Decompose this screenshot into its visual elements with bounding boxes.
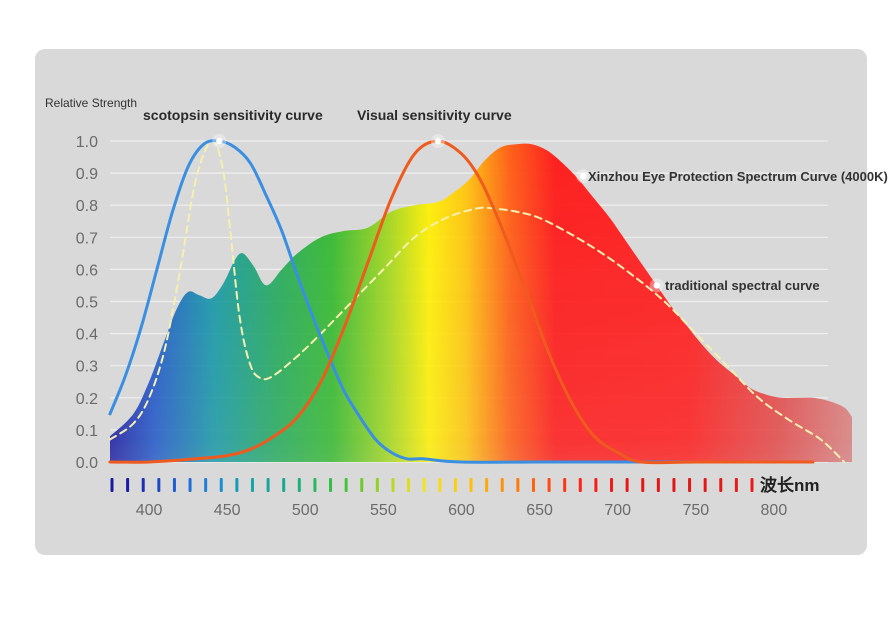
y-tick-label: 0.7 [76,230,98,247]
x-tick-label: 600 [448,502,475,519]
annotation-label: Visual sensitivity curve [357,107,512,123]
annotations: scotopsin sensitivity curve Visual sensit… [143,107,888,293]
x-tick-label: 700 [604,502,631,519]
annotation-label: scotopsin sensitivity curve [143,107,323,123]
strip-tick [688,478,692,492]
y-tick-label: 0.0 [76,455,98,472]
strip-tick [422,478,426,492]
strip-tick [719,478,723,492]
strip-tick [126,478,130,492]
peak-marker [653,282,660,289]
strip-tick [656,478,660,492]
strip-tick [485,478,489,492]
annotation-label: traditional spectral curve [665,278,820,293]
x-tick-label: 500 [292,502,319,519]
y-tick-label: 0.1 [76,423,98,440]
strip-tick [516,478,520,492]
peak-markers [212,134,664,293]
strip-tick [360,478,364,492]
strip-tick [375,478,379,492]
strip-tick [313,478,317,492]
y-axis-label: Relative Strength [45,96,137,110]
y-tick-label: 1.0 [76,134,98,151]
strip-tick [110,478,114,492]
spectrum-area [110,143,852,462]
x-tick-label: 650 [526,502,553,519]
strip-tick [672,478,676,492]
x-axis-ticks: 400 450 500 550 600 650 700 750 800 [136,502,788,519]
strip-tick [344,478,348,492]
traditional-spectral-curve-line [109,139,846,463]
strip-tick [297,478,301,492]
x-tick-label: 800 [761,502,788,519]
strip-tick [438,478,442,492]
y-tick-label: 0.5 [76,295,98,312]
x-axis-label: 波长nm [760,475,820,495]
wavelength-color-strip [110,478,754,492]
x-tick-label: 750 [682,502,709,519]
spectrum-fill [110,143,852,462]
peak-marker [580,173,587,180]
strip-tick [750,478,754,492]
strip-tick [391,478,395,492]
strip-tick [500,478,504,492]
strip-tick [204,478,208,492]
x-tick-label: 450 [214,502,241,519]
y-tick-label: 0.2 [76,391,98,408]
strip-tick [219,478,223,492]
strip-tick [734,478,738,492]
strip-tick [531,478,535,492]
strip-tick [610,478,614,492]
strip-tick [188,478,192,492]
strip-tick [172,478,176,492]
strip-tick [641,478,645,492]
y-axis-ticks: 0.0 0.1 0.2 0.3 0.4 0.5 0.6 0.7 0.8 0.9 1.0 [76,134,98,472]
strip-tick [453,478,457,492]
peak-marker [216,137,223,145]
strip-tick [266,478,270,492]
strip-tick [625,478,629,492]
strip-tick [469,478,473,492]
strip-tick [407,478,411,492]
y-tick-label: 0.8 [76,198,98,215]
strip-tick [547,478,551,492]
strip-tick [594,478,598,492]
y-tick-label: 0.9 [76,166,98,183]
x-tick-label: 550 [370,502,397,519]
y-tick-label: 0.4 [76,327,98,344]
scotopsin-sensitivity-curve-line [108,139,815,464]
strip-tick [235,478,239,492]
strip-tick [141,478,145,492]
x-tick-label: 400 [136,502,163,519]
y-tick-label: 0.3 [76,359,98,376]
strip-tick [563,478,567,492]
strip-tick [703,478,707,492]
strip-tick [157,478,161,492]
strip-tick [282,478,286,492]
strip-tick [250,478,254,492]
annotation-label: Xinzhou Eye Protection Spectrum Curve (4… [588,169,888,184]
peak-marker [434,137,442,145]
strip-tick [578,478,582,492]
strip-tick [329,478,333,492]
y-tick-label: 0.6 [76,262,98,279]
